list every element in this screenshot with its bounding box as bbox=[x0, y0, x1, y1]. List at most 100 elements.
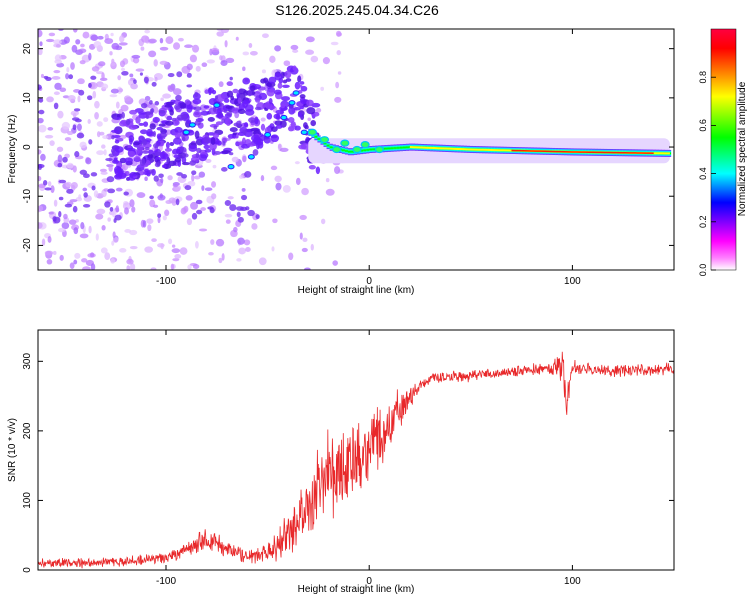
spectrogram-noise-blob bbox=[38, 222, 43, 229]
spectrogram-noise-blob bbox=[77, 78, 85, 85]
spectrogram-noise-blob bbox=[55, 44, 61, 48]
spectrogram-noise-blob bbox=[70, 110, 79, 116]
spectrogram-noise-blob bbox=[49, 140, 55, 146]
spectrogram-signal-blob bbox=[241, 194, 248, 201]
colorbar-tick-label: 0.6 bbox=[698, 119, 708, 132]
spectrogram-noise-blob bbox=[191, 44, 200, 53]
spectrogram-signal-blob bbox=[304, 124, 309, 130]
spectrogram-signal-blob bbox=[144, 146, 150, 151]
spectrogram-signal-blob bbox=[38, 109, 45, 115]
spectrogram-signal-blob bbox=[157, 213, 162, 218]
spectrogram-noise-blob bbox=[53, 39, 62, 45]
spectrogram-noise-blob bbox=[186, 218, 193, 226]
spectrogram-noise-blob bbox=[93, 190, 99, 198]
spectrogram-noise-blob bbox=[97, 35, 104, 40]
spectrogram-noise-blob bbox=[111, 240, 115, 246]
spectrogram-noise-blob bbox=[104, 38, 114, 44]
snr-y-tick-label: 0 bbox=[22, 567, 33, 573]
spectrogram-signal-blob bbox=[296, 84, 303, 88]
spectrogram-noise-blob bbox=[299, 232, 303, 240]
spectrogram-signal-blob bbox=[299, 94, 306, 99]
spectrogram-noise-blob bbox=[305, 36, 315, 43]
spectrogram-noise-blob bbox=[167, 175, 173, 181]
spectrogram-noise-blob bbox=[261, 69, 266, 74]
spectrogram-signal-blob bbox=[71, 117, 80, 121]
spectrogram-signal-blob bbox=[158, 123, 166, 127]
spectrogram-signal-blob bbox=[38, 84, 42, 90]
spectrogram-noise-blob bbox=[47, 236, 52, 243]
spectrogram-signal-blob bbox=[148, 169, 155, 174]
spectrogram-signal-blob bbox=[229, 127, 238, 133]
spectrogram-signal-blob bbox=[237, 216, 244, 223]
spectrogram-noise-blob bbox=[204, 187, 213, 192]
spectrogram-noise-blob bbox=[295, 177, 301, 186]
spectrogram-signal-blob bbox=[270, 126, 278, 132]
spectrogram-signal-blob bbox=[191, 212, 198, 220]
spectrogram-noise-blob bbox=[301, 247, 308, 253]
spectrogram-signal-blob bbox=[164, 104, 173, 108]
spectrogram-signal-blob bbox=[292, 65, 297, 71]
spectrogram-ridge-segment bbox=[402, 143, 406, 151]
spectrogram-signal-blob bbox=[172, 137, 182, 145]
spectrogram-noise-blob bbox=[70, 182, 78, 189]
spectrogram-signal-blob bbox=[294, 125, 301, 131]
spectrogram-signal-blob bbox=[66, 188, 74, 194]
spectrogram-noise-blob bbox=[233, 226, 238, 233]
spectrogram-signal-blob bbox=[143, 76, 149, 84]
spectrogram-noise-blob bbox=[72, 29, 78, 33]
spectrogram-signal-blob bbox=[285, 78, 292, 82]
spectrogram-noise-blob bbox=[53, 199, 58, 207]
spectrogram-signal-blob bbox=[114, 165, 122, 174]
spectrogram-ridge-segment bbox=[350, 148, 355, 156]
spectrogram-noise-blob bbox=[119, 248, 127, 253]
spectrogram-noise-blob bbox=[94, 100, 100, 109]
spectrogram-hotspot bbox=[288, 100, 296, 106]
spectrogram-noise-blob bbox=[73, 227, 79, 235]
spectrogram-noise-blob bbox=[80, 43, 85, 48]
spectrogram-signal-blob bbox=[133, 79, 137, 84]
spectrogram-signal-blob bbox=[306, 107, 316, 115]
spectrogram-signal-blob bbox=[174, 132, 181, 139]
spectrogram-signal-blob bbox=[182, 161, 191, 166]
spectrogram-signal-blob bbox=[203, 144, 210, 150]
spectrogram-signal-blob bbox=[128, 135, 135, 143]
spectrogram-noise-blob bbox=[112, 45, 117, 50]
spectrogram-signal-blob bbox=[118, 172, 127, 179]
spectrogram-signal-blob bbox=[242, 77, 251, 85]
spectrogram-signal-blob bbox=[225, 105, 232, 109]
spectrogram-noise-blob bbox=[148, 50, 157, 58]
spectrogram-noise-blob bbox=[90, 263, 96, 270]
spectrogram-signal-blob bbox=[216, 114, 224, 118]
spectrogram-signal-blob bbox=[221, 167, 228, 172]
spectrogram-noise-blob bbox=[227, 196, 234, 200]
spectrogram-noise-blob bbox=[48, 211, 54, 215]
spectrogram-signal-blob bbox=[104, 201, 111, 208]
spectrogram-signal-blob bbox=[172, 148, 180, 155]
spectrogram-signal-blob bbox=[189, 160, 197, 166]
spectrogram-noise-blob bbox=[220, 60, 228, 66]
spectrogram-noise-blob bbox=[95, 213, 104, 220]
spectrogram-noise-blob bbox=[115, 187, 123, 192]
spectrogram-noise-blob bbox=[82, 31, 90, 39]
spectrogram-signal-blob bbox=[263, 77, 269, 83]
spectrogram-noise-blob bbox=[135, 68, 145, 72]
spectrogram-signal-blob bbox=[300, 143, 310, 150]
spectrogram-signal-blob bbox=[232, 88, 239, 94]
spectrogram-signal-blob bbox=[107, 188, 116, 194]
spectrogram-noise-blob bbox=[78, 194, 82, 200]
spectrogram-signal-blob bbox=[213, 125, 218, 130]
spectrogram-noise-blob bbox=[101, 83, 109, 90]
spectrogram-signal-blob bbox=[149, 123, 156, 130]
spectrogram-noise-blob bbox=[38, 176, 42, 182]
colorbar-label: Normalized spectral amplitude bbox=[737, 81, 748, 216]
spectrogram-noise-blob bbox=[142, 220, 147, 228]
spectrogram-signal-blob bbox=[288, 106, 296, 115]
spectrogram-noise-blob bbox=[50, 185, 55, 194]
spectrogram-signal-blob bbox=[246, 142, 256, 147]
spectrogram-noise-blob bbox=[335, 81, 340, 89]
spectrogram-noise-blob bbox=[64, 137, 72, 141]
spectrogram-noise-blob bbox=[201, 185, 205, 191]
spectrogram-noise-blob bbox=[63, 213, 68, 220]
spectrogram-noise-blob bbox=[54, 82, 62, 90]
